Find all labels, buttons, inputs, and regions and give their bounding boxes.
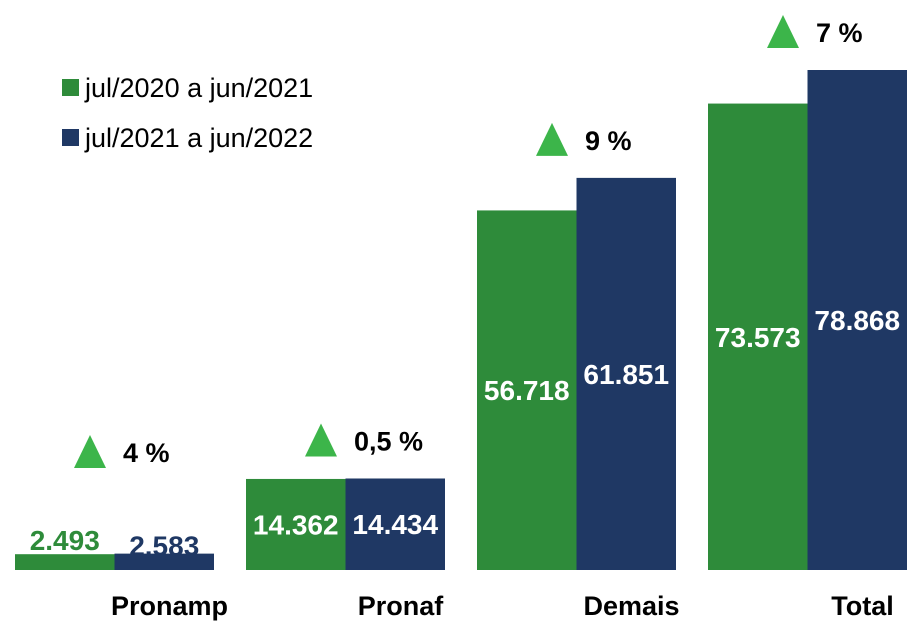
bar xyxy=(807,70,907,570)
bar xyxy=(708,103,808,570)
value-label: 14.434 xyxy=(352,509,438,540)
x-tick-label: Pronaf xyxy=(358,591,445,621)
bar xyxy=(576,177,676,570)
increase-arrow xyxy=(767,15,799,48)
annotation: 4 % xyxy=(123,438,170,468)
bar xyxy=(345,478,445,570)
bar xyxy=(477,210,577,570)
annotation: 0,5 % xyxy=(354,426,423,456)
value-label: 2.583 xyxy=(129,531,199,562)
legend-swatch xyxy=(62,129,79,146)
legend-swatch xyxy=(62,79,79,96)
annotation: 9 % xyxy=(585,126,632,156)
value-label: 56.718 xyxy=(484,375,570,406)
increase-arrow xyxy=(74,435,106,468)
bar xyxy=(114,553,214,570)
value-label: 78.868 xyxy=(814,305,900,336)
increase-arrow xyxy=(536,122,568,156)
bar xyxy=(15,554,115,570)
legend-label: jul/2021 a jun/2022 xyxy=(84,123,313,153)
value-label: 2.493 xyxy=(30,525,100,556)
annotation: 7 % xyxy=(816,18,863,48)
bar xyxy=(246,478,346,570)
value-label: 14.362 xyxy=(253,509,339,540)
value-label: 61.851 xyxy=(583,359,669,390)
increase-arrow xyxy=(305,423,337,457)
x-tick-label: Total xyxy=(831,591,894,621)
value-label: 73.573 xyxy=(715,322,801,353)
legend-label: jul/2020 a jun/2021 xyxy=(84,73,313,103)
x-tick-label: Pronamp xyxy=(111,591,228,621)
x-tick-label: Demais xyxy=(583,591,679,621)
